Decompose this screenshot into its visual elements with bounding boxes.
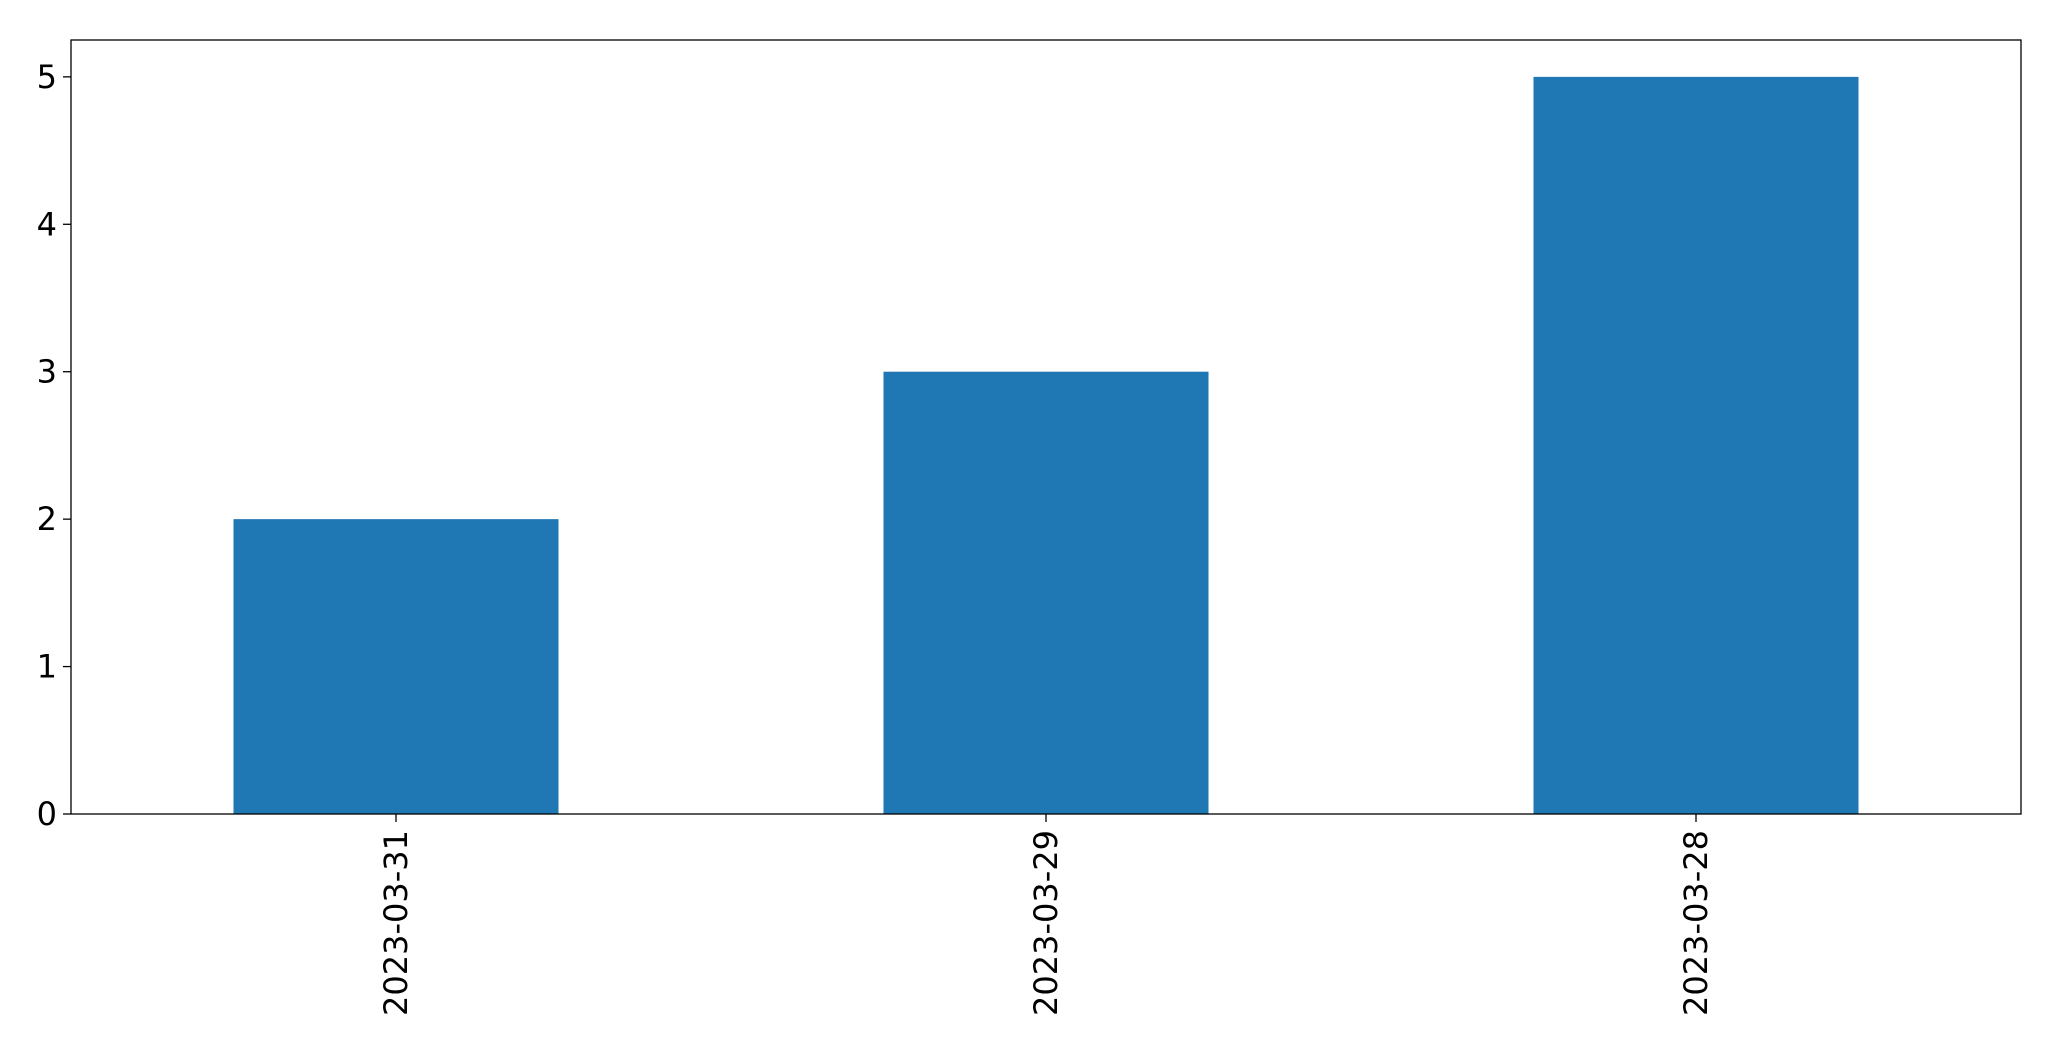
bars-layer bbox=[233, 76, 1859, 815]
y-tick-label-2: 2 bbox=[37, 500, 57, 538]
bar-1 bbox=[883, 371, 1209, 814]
ticks-layer: 0 1 2 3 4 5 2023-03-31 2023-03-29 2023-03-28 bbox=[37, 58, 1715, 1016]
y-tick-label-0: 0 bbox=[37, 795, 57, 833]
y-tick-label-1: 1 bbox=[37, 648, 57, 686]
y-tick-label-5: 5 bbox=[37, 58, 57, 96]
bar-0 bbox=[233, 519, 559, 814]
y-tick-label-4: 4 bbox=[37, 205, 57, 243]
x-tick-label-1: 2023-03-29 bbox=[1027, 830, 1065, 1016]
y-tick-label-3: 3 bbox=[37, 353, 57, 391]
x-tick-label-2: 2023-03-28 bbox=[1677, 830, 1715, 1016]
bar-2 bbox=[1533, 76, 1859, 815]
x-tick-label-0: 2023-03-31 bbox=[377, 830, 415, 1016]
plot-frame bbox=[70, 39, 2022, 815]
